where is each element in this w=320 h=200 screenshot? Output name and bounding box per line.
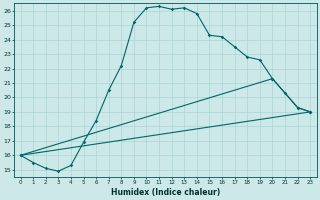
X-axis label: Humidex (Indice chaleur): Humidex (Indice chaleur) — [111, 188, 220, 197]
